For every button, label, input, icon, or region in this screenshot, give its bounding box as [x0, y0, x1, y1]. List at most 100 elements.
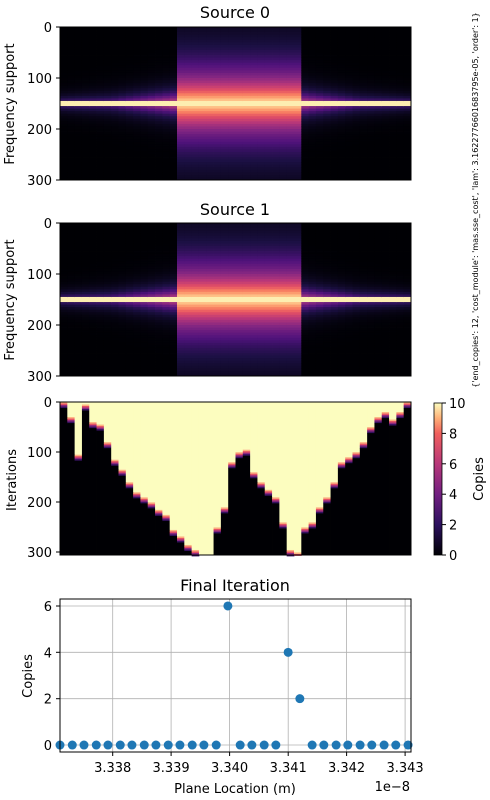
source-1-cell: [162, 291, 171, 295]
source-0-cell: [89, 167, 97, 171]
source-1-cell: [184, 370, 193, 374]
source-1-cell: [155, 337, 163, 341]
source-1-cell: [169, 307, 178, 311]
source-0-cell: [279, 131, 288, 135]
source-0-cell: [250, 177, 258, 181]
source-1-cell: [67, 360, 76, 364]
source-1-cell: [60, 358, 68, 362]
source-0-cell: [250, 123, 258, 127]
source-0-cell: [220, 55, 229, 58]
source-1-cell: [198, 266, 207, 270]
source-0-cell: [96, 90, 105, 94]
source-1-cell: [81, 274, 90, 277]
source-1-cell: [308, 353, 317, 356]
source-1-cell: [103, 353, 112, 356]
source-1-cell: [155, 370, 163, 374]
source-0-cell: [396, 141, 405, 145]
source-1-cell: [147, 322, 156, 326]
source-1-cell: [235, 353, 244, 356]
source-0-cell: [177, 167, 185, 171]
source-0-cell: [403, 62, 412, 66]
source-0-cell: [345, 141, 353, 145]
source-0-cell: [396, 121, 405, 125]
source-1-cell: [60, 284, 68, 288]
source-1-cell: [213, 304, 222, 308]
source-0-cell: [169, 88, 178, 92]
source-1-cell: [103, 319, 112, 323]
source-0-cell: [213, 129, 222, 132]
source-0-cell: [169, 121, 178, 125]
source-0-cell: [242, 169, 251, 173]
source-0-cell: [169, 131, 178, 135]
source-1-cell: [308, 309, 317, 313]
source-0-cell: [301, 27, 310, 30]
source-0-cell: [89, 162, 97, 166]
source-0-cell: [367, 32, 375, 36]
source-1-cell: [155, 251, 163, 254]
source-1-cell: [140, 314, 149, 318]
source-0-cell: [345, 134, 353, 138]
source-1-cell: [191, 266, 200, 270]
source-1-cell: [140, 245, 149, 249]
source-1-cell: [294, 322, 302, 326]
source-0-cell: [111, 70, 119, 74]
source-0-cell: [118, 172, 127, 176]
source-1-cell: [308, 345, 317, 349]
source-0-cell: [147, 121, 156, 125]
source-0-cell: [191, 116, 200, 120]
source-1-cell: [140, 363, 149, 367]
source-1-cell: [191, 263, 200, 267]
source-1-cell: [118, 360, 127, 364]
source-1-cell: [81, 302, 90, 305]
source-0-cell: [352, 118, 361, 122]
source-1-cell: [169, 279, 178, 283]
source-1-cell: [228, 263, 236, 267]
source-0-cell: [374, 144, 383, 148]
source-0-cell: [191, 108, 200, 112]
source-0-cell: [118, 60, 127, 64]
source-1-cell: [169, 342, 178, 346]
source-0-cell: [381, 123, 390, 127]
source-0-cell: [403, 60, 412, 64]
source-1-cell: [301, 286, 310, 290]
source-0-cell: [125, 103, 134, 107]
source-0-cell: [359, 47, 368, 51]
source-0-cell: [367, 121, 375, 125]
source-1-cell: [89, 360, 97, 364]
source-1-cell: [279, 370, 288, 374]
source-1-cell: [89, 347, 97, 351]
source-1-cell: [228, 253, 236, 257]
source-1-cell: [220, 355, 229, 359]
source-0-cell: [242, 37, 251, 41]
source-0-cell: [103, 174, 112, 178]
source-0-cell: [125, 80, 134, 84]
source-0-cell: [60, 123, 68, 127]
source-1-cell: [96, 294, 105, 298]
source-0-cell: [250, 49, 258, 53]
source-0-cell: [359, 67, 368, 71]
source-1-cell: [67, 347, 76, 351]
source-0-cell: [111, 75, 119, 79]
source-1-cell: [220, 268, 229, 272]
source-0-cell: [169, 55, 178, 58]
source-1-cell: [264, 271, 273, 275]
source-0-cell: [294, 144, 302, 148]
source-1-cell: [96, 240, 105, 244]
source-1-cell: [257, 253, 266, 257]
source-0-cell: [264, 39, 273, 43]
source-1-cell: [301, 296, 310, 300]
source-1-cell: [133, 322, 141, 326]
source-0-cell: [198, 123, 207, 127]
source-0-cell: [177, 108, 185, 112]
source-1-cell: [96, 355, 105, 359]
source-1-cell: [206, 363, 214, 367]
source-0-cell: [345, 80, 353, 84]
source-0-cell: [155, 49, 163, 53]
source-0-cell: [396, 126, 405, 130]
source-1-cell: [74, 370, 83, 374]
source-0-cell: [111, 177, 119, 181]
source-0-cell: [177, 141, 185, 145]
source-0-cell: [301, 126, 310, 130]
source-0-cell: [184, 93, 193, 97]
source-1-cell: [279, 281, 288, 285]
